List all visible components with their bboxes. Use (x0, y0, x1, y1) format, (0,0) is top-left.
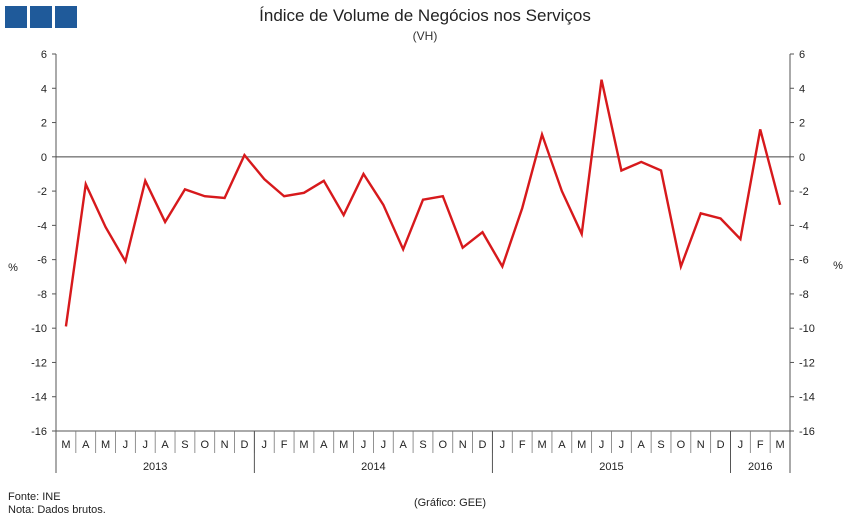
y-tick-label-right: 6 (799, 49, 805, 61)
month-tick-label: M (537, 439, 546, 451)
y-tick-label-left: -12 (31, 357, 47, 369)
y-tick-label-right: -14 (799, 392, 815, 404)
y-tick-label-left: 0 (41, 152, 47, 164)
month-tick-label: F (519, 439, 526, 451)
y-tick-label-right: -8 (799, 289, 809, 301)
month-tick-label: A (558, 439, 566, 451)
y-tick-label-right: 0 (799, 152, 805, 164)
month-tick-label: M (577, 439, 586, 451)
logo-square (55, 6, 77, 28)
year-label: 2016 (748, 461, 772, 473)
gee-logo (5, 6, 77, 28)
y-tick-label-left: -14 (31, 392, 47, 404)
month-tick-label: D (717, 439, 725, 451)
y-tick-label-left: -4 (37, 220, 47, 232)
y-axis-label-left: % (8, 262, 18, 274)
month-tick-label: O (677, 439, 686, 451)
month-tick-label: D (479, 439, 487, 451)
month-tick-label: J (619, 439, 625, 451)
month-tick-label: D (240, 439, 248, 451)
month-tick-label: J (738, 439, 744, 451)
month-tick-label: J (599, 439, 605, 451)
month-tick-label: O (439, 439, 448, 451)
month-tick-label: J (500, 439, 506, 451)
y-tick-label-right: 4 (799, 83, 805, 95)
y-tick-label-left: -2 (37, 186, 47, 198)
y-tick-label-left: -8 (37, 289, 47, 301)
series-line (64, 79, 782, 327)
month-tick-label: M (299, 439, 308, 451)
y-axis-label-right: % (833, 260, 843, 272)
month-tick-label: J (123, 439, 129, 451)
month-tick-label: J (381, 439, 387, 451)
y-tick-label-right: -10 (799, 323, 815, 335)
y-tick-label-right: -2 (799, 186, 809, 198)
credit-note: (Gráfico: GEE) (413, 497, 487, 509)
month-tick-label: J (262, 439, 268, 451)
y-tick-label-right: -6 (799, 255, 809, 267)
month-tick-label: J (361, 439, 367, 451)
chart-subtitle: (VH) (412, 29, 438, 43)
year-label: 2013 (143, 461, 167, 473)
month-tick-label: O (201, 439, 210, 451)
y-tick-label-right: -4 (799, 220, 809, 232)
month-tick-label: F (281, 439, 288, 451)
month-tick-label: A (320, 439, 328, 451)
month-tick-label: S (181, 439, 188, 451)
year-label: 2015 (599, 461, 623, 473)
month-tick-label: N (697, 439, 705, 451)
month-tick-label: N (221, 439, 229, 451)
y-tick-label-left: -10 (31, 323, 47, 335)
month-tick-label: F (757, 439, 764, 451)
month-tick-label: A (399, 439, 407, 451)
month-tick-label: A (638, 439, 646, 451)
y-tick-label-right: -12 (799, 357, 815, 369)
y-tick-label-left: 2 (41, 118, 47, 130)
month-tick-label: A (82, 439, 90, 451)
month-tick-label: J (143, 439, 149, 451)
month-tick-label: M (101, 439, 110, 451)
month-tick-label: M (775, 439, 784, 451)
logo-square (30, 6, 52, 28)
y-tick-label-left: 4 (41, 83, 47, 95)
month-tick-label: A (161, 439, 169, 451)
month-tick-label: M (61, 439, 70, 451)
y-tick-label-right: -16 (799, 426, 815, 438)
y-tick-label-left: -6 (37, 255, 47, 267)
logo-square (5, 6, 27, 28)
month-tick-label: M (339, 439, 348, 451)
y-tick-label-left: 6 (41, 49, 47, 61)
source-note: Fonte: INE (8, 491, 61, 503)
year-label: 2014 (361, 461, 385, 473)
month-tick-label: S (657, 439, 664, 451)
y-tick-label-right: 2 (799, 118, 805, 130)
month-tick-label: N (459, 439, 467, 451)
chart-title: Índice de Volume de Negócios nos Serviço… (259, 6, 591, 25)
data-note: Nota: Dados brutos. (8, 504, 106, 516)
y-tick-label-left: -16 (31, 426, 47, 438)
month-tick-label: S (419, 439, 426, 451)
